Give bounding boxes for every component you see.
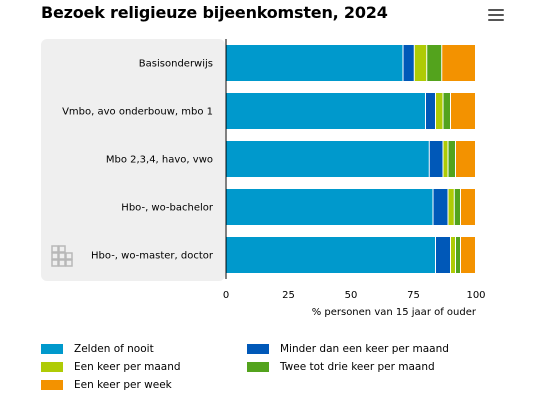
legend-swatch [247,344,269,354]
category-label: Basisonderwijs [139,59,213,70]
legend-swatch [41,344,63,354]
legend-item[interactable]: Een keer per maand [41,360,181,374]
legend-item[interactable]: Twee tot drie keer per maand [247,360,435,374]
bar-segment[interactable] [451,93,475,129]
x-tick-label: 25 [282,290,295,301]
legend-swatch [41,380,63,390]
bar-segment[interactable] [226,189,433,225]
bar-segment[interactable] [226,45,403,81]
bar-segment[interactable] [443,93,451,129]
legend-swatch [41,362,63,372]
bar-segment[interactable] [414,45,427,81]
legend-swatch [247,362,269,372]
menu-line [488,14,504,16]
bar-segment[interactable] [448,189,454,225]
category-label: Hbo-, wo-bachelor [121,203,214,214]
bar-segment[interactable] [426,93,435,129]
bar-segment[interactable] [433,189,448,225]
category-panel [41,39,225,281]
x-axis-label: % personen van 15 jaar of ouder [312,307,477,318]
category-label: Mbo 2,3,4, havo, vwo [106,155,213,166]
bar-segment[interactable] [456,237,460,273]
legend-item[interactable]: Zelden of nooit [41,342,154,356]
bar-segment[interactable] [443,141,448,177]
legend-item[interactable]: Minder dan een keer per maand [247,342,449,356]
x-tick-label: 0 [223,290,229,301]
legend-label: Minder dan een keer per maand [280,343,449,355]
category-label: Vmbo, avo onderbouw, mbo 1 [62,107,213,118]
hamburger-menu-icon[interactable] [488,9,504,23]
x-tick-label: 50 [345,290,358,301]
legend-item[interactable]: Een keer per week [41,378,172,392]
menu-line [488,9,504,11]
bar-segment[interactable] [226,141,429,177]
x-tick-label: 100 [466,290,485,301]
bar-segment[interactable] [454,189,460,225]
bar-segment[interactable] [461,189,475,225]
bar-segment[interactable] [448,141,456,177]
x-tick-label: 75 [407,290,420,301]
bar-segment[interactable] [451,237,455,273]
bar-segment[interactable] [442,45,475,81]
bar-segment[interactable] [226,93,425,129]
menu-line [488,19,504,21]
legend-label: Twee tot drie keer per maand [280,361,435,373]
legend-label: Een keer per week [74,379,172,391]
bar-segment[interactable] [403,45,414,81]
bar-segment[interactable] [226,237,435,273]
legend-label: Een keer per maand [74,361,181,373]
bar-segment[interactable] [427,45,442,81]
category-label: Hbo-, wo-master, doctor [91,251,214,262]
cbs-logo-icon [51,245,73,267]
chart-title: Bezoek religieuze bijeenkomsten, 2024 [41,3,388,22]
bar-segment[interactable] [436,93,443,129]
bar-segment[interactable] [436,237,450,273]
bar-segment[interactable] [429,141,443,177]
bar-segment[interactable] [456,141,475,177]
bar-segment[interactable] [461,237,475,273]
legend-label: Zelden of nooit [74,343,154,355]
